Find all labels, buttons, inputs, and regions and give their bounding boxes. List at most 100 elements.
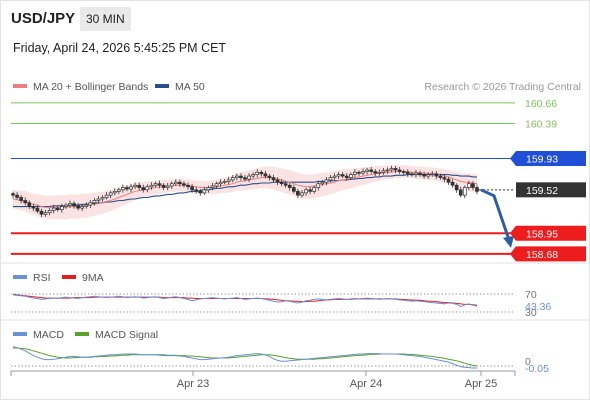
candle-body-63 [267, 175, 272, 178]
candle-body-99 [414, 172, 418, 175]
candle-body-48 [206, 187, 211, 191]
macd-levels: 0 [11, 356, 531, 368]
level-label-5: 158.68 [526, 249, 558, 261]
macd-signal-legend-label: MACD Signal [95, 329, 158, 341]
candle-body-36 [157, 183, 162, 186]
price-panel: 160.66 160.39 159.93 159.52 158.95 158.68 [11, 98, 586, 262]
candle-body-8 [43, 212, 48, 215]
macd-panel: MACD MACD Signal 0 -0.05 [11, 329, 549, 375]
ma50-legend-swatch [155, 84, 169, 88]
candle-body-42 [182, 183, 186, 186]
candle-body-39 [169, 183, 174, 187]
candle-body-15 [72, 203, 76, 207]
candle-body-70 [296, 190, 300, 196]
interval-button[interactable]: 30 MIN [80, 7, 131, 31]
candle-body-77 [324, 179, 329, 183]
candle-body-3 [23, 200, 28, 204]
credit-label: Research © 2026 Trading Central [424, 81, 581, 93]
rsi-level-label-0: 70 [525, 289, 537, 301]
candle-body-109 [454, 184, 459, 191]
candle-body-82 [344, 175, 349, 178]
candle-body-0 [11, 193, 15, 196]
candle-body-6 [35, 207, 40, 212]
candle-body-97 [405, 171, 410, 175]
candle-body-111 [462, 187, 467, 196]
candle-body-45 [194, 189, 199, 192]
candle-body-112 [467, 183, 471, 188]
candle-body-34 [149, 184, 154, 188]
price-legend: MA 20 + Bollinger Bands MA 50 Research ©… [13, 81, 581, 93]
candles [11, 165, 479, 218]
candle-body-95 [397, 169, 402, 172]
candle-body-90 [377, 171, 382, 174]
candle-body-113 [471, 183, 475, 188]
candle-body-71 [300, 192, 304, 196]
candle-body-11 [55, 207, 60, 211]
candle-body-88 [369, 169, 374, 172]
candle-body-21 [96, 198, 101, 201]
x-tick-label-2: Apr 25 [465, 378, 497, 390]
candle-body-75 [316, 183, 321, 188]
candle-body-76 [320, 181, 325, 185]
candle-body-55 [235, 175, 239, 178]
candle-body-62 [263, 173, 268, 177]
candle-body-60 [255, 171, 260, 175]
level-tag-3 [516, 182, 586, 198]
candle-body-87 [365, 169, 369, 172]
level-label-0: 160.66 [525, 98, 557, 110]
candle-body-50 [214, 183, 219, 187]
macd-line [12, 346, 477, 369]
candle-body-57 [243, 177, 247, 180]
candle-body-4 [27, 202, 32, 207]
candle-body-29 [129, 186, 133, 190]
candle-body-46 [198, 190, 203, 194]
candle-body-106 [442, 177, 447, 180]
candle-body-41 [178, 181, 182, 185]
x-axis: Apr 23 Apr 24 Apr 25 [10, 370, 516, 390]
candle-body-98 [410, 173, 414, 176]
ma20-legend-label: MA 20 + Bollinger Bands [33, 81, 148, 93]
candle-body-69 [291, 187, 296, 192]
candle-body-12 [59, 206, 64, 211]
candle-body-84 [353, 171, 357, 175]
candle-body-47 [202, 189, 207, 194]
candle-body-33 [145, 186, 150, 191]
level-label-2: 159.93 [526, 154, 558, 166]
candle-body-10 [51, 207, 56, 211]
candle-body-78 [328, 177, 333, 181]
candle-body-103 [430, 173, 435, 176]
candle-body-37 [161, 184, 166, 188]
level-label-4: 158.95 [526, 228, 558, 240]
candle-body-65 [275, 179, 280, 183]
candle-body-51 [218, 181, 223, 185]
level-label-3: 159.52 [526, 185, 558, 197]
candle-body-14 [68, 203, 72, 206]
rsi-levels: 70 30 [11, 289, 537, 319]
candle-body-59 [251, 174, 255, 177]
candle-body-43 [186, 184, 190, 188]
ma20-legend-swatch [13, 84, 27, 88]
candle-body-31 [137, 184, 142, 188]
rsi-legend-label: RSI [33, 272, 51, 284]
x-ticks: Apr 23 Apr 24 Apr 25 [10, 371, 516, 390]
candle-body-7 [39, 210, 44, 215]
x-tick-label-0: Apr 23 [177, 378, 209, 390]
candle-body-86 [361, 171, 365, 174]
candle-body-81 [340, 174, 345, 177]
candle-body-61 [259, 171, 264, 175]
candle-body-2 [19, 197, 23, 201]
candle-body-52 [222, 181, 227, 183]
candle-body-40 [173, 181, 178, 185]
candle-body-25 [112, 190, 117, 194]
candle-body-79 [332, 175, 337, 178]
candle-body-93 [389, 168, 394, 171]
candle-body-58 [247, 175, 251, 180]
level-tag-4 [510, 225, 586, 241]
datetime-label: Friday, April 24, 2026 5:45:25 PM CET [13, 41, 227, 55]
candle-body-64 [271, 177, 276, 181]
candle-body-91 [381, 170, 386, 173]
candle-body-72 [304, 189, 308, 194]
rsi-current-value: 43.36 [525, 301, 551, 313]
candle-body-9 [47, 210, 52, 214]
